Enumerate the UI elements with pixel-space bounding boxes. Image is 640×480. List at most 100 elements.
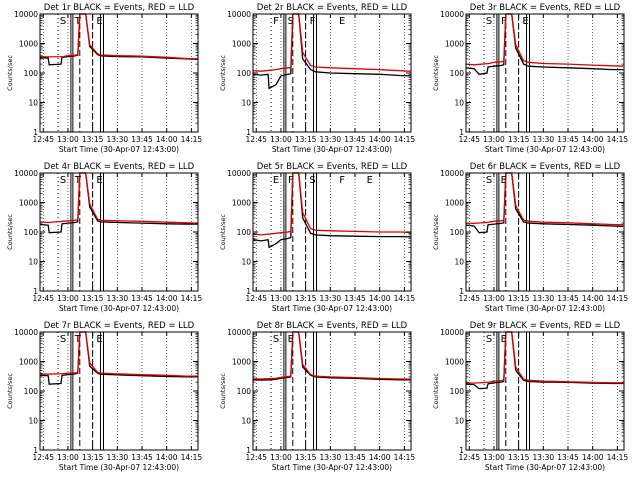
y-tick-label: 1 [246, 287, 251, 296]
x-tick-label: 14:00 [369, 135, 391, 144]
x-tick-label: 12:45 [32, 294, 54, 303]
event-label: F [273, 16, 279, 27]
x-tick-label: 14:15 [394, 453, 416, 462]
x-tick-label: 13:15 [295, 294, 317, 303]
x-tick-label: 14:00 [369, 294, 391, 303]
y-tick-label: 100 [24, 387, 39, 396]
x-tick-label: 13:00 [270, 453, 292, 462]
y-axis-label: Counts/sec [6, 214, 14, 250]
x-tick-label: 13:30 [320, 294, 342, 303]
y-tick-label: 10 [241, 417, 251, 426]
y-tick-label: 10000 [227, 328, 251, 337]
y-tick-label: 10000 [440, 169, 464, 178]
x-tick-label: 14:15 [394, 135, 416, 144]
x-tick-label: 13:15 [295, 453, 317, 462]
event-label: S [309, 175, 315, 186]
x-tick-label: 13:00 [270, 294, 292, 303]
x-tick-label: 14:15 [394, 294, 416, 303]
y-tick-label: 10000 [14, 328, 38, 337]
x-tick-label: 14:00 [582, 135, 604, 144]
x-tick-label: 13:00 [483, 294, 505, 303]
x-tick-label: 12:45 [32, 135, 54, 144]
panel-det-9: 1 10 100 1000 10000 12:45 13:00 13:15 13:30 13:45… [432, 321, 628, 472]
y-tick-label: 10 [241, 258, 251, 267]
y-tick-label: 100 [24, 228, 39, 237]
panel-title: Det 8r BLACK = Events, RED = LLD [257, 321, 408, 331]
event-label: S [288, 16, 294, 27]
plot-frame [252, 331, 412, 451]
event-label: T [74, 16, 82, 27]
x-tick-label: 13:30 [320, 453, 342, 462]
x-tick-label: 14:00 [582, 294, 604, 303]
y-tick-label: 1 [459, 287, 464, 296]
panel-det-7: 1 10 100 1000 10000 12:45 13:00 13:15 13:30 13:45… [6, 321, 202, 472]
event-label: S [60, 334, 66, 345]
y-axis-label: Counts/sec [6, 55, 14, 91]
x-axis-label: Start Time (30-Apr-07 12:43:00) [485, 145, 605, 154]
x-tick-label: 13:30 [320, 135, 342, 144]
y-tick-label: 100 [450, 387, 465, 396]
event-label: E [288, 334, 294, 345]
y-tick-label: 10000 [440, 10, 464, 19]
x-tick-label: 13:30 [533, 453, 555, 462]
x-axis-label: Start Time (30-Apr-07 12:43:00) [59, 304, 179, 313]
x-tick-label: 14:00 [156, 135, 178, 144]
y-tick-label: 100 [24, 69, 39, 78]
y-axis-label: Counts/sec [219, 214, 227, 250]
panel-det-1: 1 10 100 1000 10000 12:45 13:00 13:15 13:30 13:45… [6, 3, 202, 154]
y-axis-label: Counts/sec [432, 373, 440, 409]
x-axis-label: Start Time (30-Apr-07 12:43:00) [272, 463, 392, 472]
y-tick-label: 10 [28, 417, 38, 426]
x-tick-label: 13:30 [107, 135, 129, 144]
event-label: S [273, 334, 279, 345]
y-tick-label: 10 [241, 99, 251, 108]
event-label: S [60, 16, 66, 27]
y-tick-label: 10000 [14, 169, 38, 178]
x-tick-label: 13:15 [295, 135, 317, 144]
x-axis-label: Start Time (30-Apr-07 12:43:00) [272, 304, 392, 313]
y-tick-label: 1 [459, 446, 464, 455]
y-tick-label: 10000 [227, 169, 251, 178]
plot-frame [39, 172, 199, 292]
panel-det-2: 1 10 100 1000 10000 12:45 13:00 13:15 13:30 13:45… [219, 3, 415, 154]
y-axis-label: Counts/sec [432, 55, 440, 91]
panel-det-6: 1 10 100 1000 10000 12:45 13:00 13:15 13:30 13:45… [432, 162, 628, 313]
y-tick-label: 1000 [232, 358, 251, 367]
x-tick-label: 13:30 [107, 294, 129, 303]
x-tick-label: 13:15 [82, 294, 104, 303]
x-tick-label: 14:00 [582, 453, 604, 462]
y-tick-label: 1 [33, 446, 38, 455]
x-tick-label: 12:45 [458, 135, 480, 144]
x-tick-label: 13:00 [57, 294, 79, 303]
x-tick-label: 12:45 [32, 453, 54, 462]
panel-title: Det 2r BLACK = Events, RED = LLD [257, 3, 408, 13]
y-tick-label: 1000 [445, 40, 464, 49]
x-axis-label: Start Time (30-Apr-07 12:43:00) [59, 463, 179, 472]
x-tick-label: 13:45 [557, 294, 579, 303]
x-tick-label: 14:15 [181, 135, 203, 144]
x-tick-label: 14:15 [607, 135, 629, 144]
y-tick-label: 10 [28, 99, 38, 108]
x-tick-label: 13:00 [57, 453, 79, 462]
event-label: E [96, 175, 102, 186]
x-axis-label: Start Time (30-Apr-07 12:43:00) [485, 463, 605, 472]
x-axis-label: Start Time (30-Apr-07 12:43:00) [485, 304, 605, 313]
event-label: E [501, 175, 507, 186]
x-tick-label: 13:45 [344, 453, 366, 462]
panel-title: Det 4r BLACK = Events, RED = LLD [44, 162, 195, 172]
x-tick-label: 12:45 [245, 294, 267, 303]
panel-title: Det 6r BLACK = Events, RED = LLD [470, 162, 621, 172]
y-tick-label: 10 [454, 99, 464, 108]
x-tick-label: 14:15 [181, 294, 203, 303]
x-tick-label: 14:00 [369, 453, 391, 462]
x-tick-label: 13:00 [57, 135, 79, 144]
x-tick-label: 13:45 [557, 453, 579, 462]
y-tick-label: 10000 [227, 10, 251, 19]
x-tick-label: 12:45 [245, 135, 267, 144]
plot-frame [39, 331, 199, 451]
y-tick-label: 10 [28, 258, 38, 267]
panel-title: Det 3r BLACK = Events, RED = LLD [470, 3, 621, 13]
event-label: E [501, 334, 507, 345]
y-tick-label: 100 [450, 69, 465, 78]
